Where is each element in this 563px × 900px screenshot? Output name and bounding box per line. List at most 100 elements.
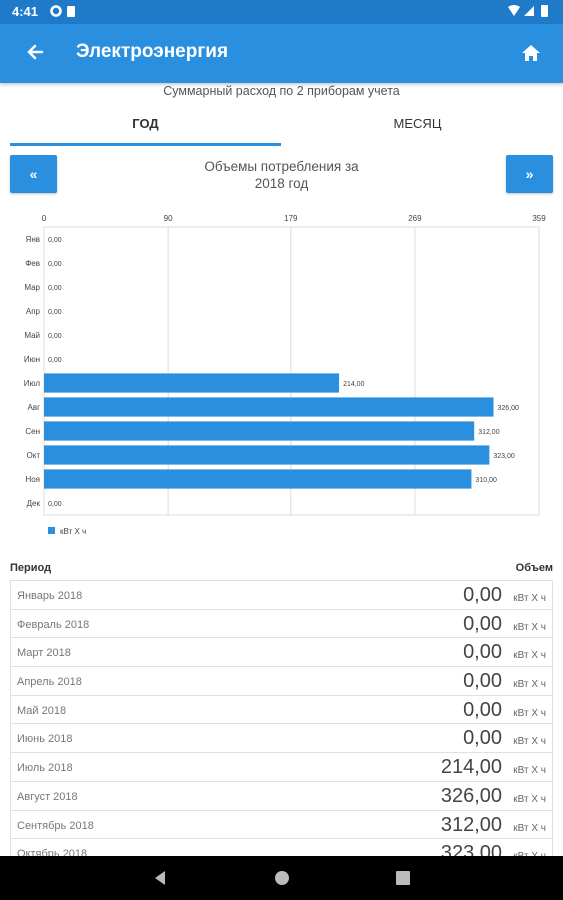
- wifi-signal-battery-icon: [508, 5, 548, 17]
- data-label: 0,00: [48, 237, 62, 244]
- y-tick-label: Дек: [27, 499, 41, 508]
- table-row: Апрель 2018 0,00 кВт Х ч: [10, 667, 553, 696]
- y-tick-label: Фев: [25, 259, 40, 268]
- row-value: 326,00: [440, 784, 502, 807]
- tab-year[interactable]: ГОД: [10, 108, 281, 146]
- legend-label: кВт Х ч: [60, 527, 86, 536]
- settings-and-sim-icon: [50, 5, 75, 17]
- consumption-table: Январь 2018 0,00 кВт Х ч Февраль 2018 0,00 кВ…: [10, 580, 553, 868]
- data-label: 0,00: [48, 357, 62, 364]
- table-row: Январь 2018 0,00 кВт Х ч: [10, 581, 553, 610]
- row-value: 214,00: [440, 756, 502, 779]
- row-period: Январь 2018: [17, 590, 83, 602]
- y-tick-label: Июл: [24, 379, 41, 388]
- data-label: 0,00: [48, 261, 62, 268]
- bar: [44, 421, 475, 441]
- table-row: Июнь 2018 0,00 кВт Х ч: [10, 724, 553, 754]
- row-value: 0,00: [463, 670, 502, 693]
- data-label: 0,00: [48, 501, 62, 508]
- row-unit: кВт Х ч: [513, 593, 546, 604]
- y-tick-label: Июн: [24, 355, 40, 364]
- legend-swatch: [48, 527, 55, 534]
- row-unit: кВт Х ч: [513, 736, 546, 748]
- y-tick-label: Апр: [26, 307, 41, 316]
- row-unit: кВт Х ч: [513, 822, 546, 834]
- home-icon[interactable]: [517, 39, 545, 67]
- row-value: 0,00: [463, 612, 502, 635]
- row-period: Июнь 2018: [17, 733, 73, 746]
- x-tick-label: 359: [532, 214, 546, 223]
- period-tabs: ГОД МЕСЯЦ: [10, 108, 553, 146]
- row-value: 0,00: [463, 727, 502, 750]
- table-row: Май 2018 0,00 кВт Х ч: [10, 695, 553, 725]
- nav-back-icon[interactable]: [150, 868, 170, 888]
- row-period: Июль 2018: [17, 762, 73, 775]
- row-period: Март 2018: [17, 647, 71, 660]
- header-volume: Объем: [515, 562, 553, 574]
- row-period: Август 2018: [17, 790, 78, 803]
- status-bar: 4:41: [0, 0, 563, 24]
- status-system-icons: [507, 4, 551, 21]
- period-title-line2: 2018 год: [254, 176, 309, 191]
- x-tick-label: 90: [164, 214, 173, 223]
- y-tick-label: Сен: [25, 427, 40, 436]
- table-row: Февраль 2018 0,00 кВт Х ч: [10, 609, 553, 639]
- data-label: 0,00: [48, 285, 62, 292]
- app-bar: Электроэнергия: [0, 24, 563, 83]
- tab-month[interactable]: МЕСЯЦ: [393, 116, 442, 131]
- bar: [44, 445, 490, 465]
- row-unit: кВт Х ч: [513, 621, 546, 633]
- row-unit: кВт Х ч: [513, 793, 546, 805]
- page-title: Электроэнергия: [76, 41, 229, 62]
- table-row: Сентябрь 2018 312,00 кВт Х ч: [10, 810, 553, 840]
- table-header: Период Объем: [10, 560, 553, 580]
- row-value: 0,00: [463, 641, 502, 664]
- nav-home-icon[interactable]: [272, 868, 292, 888]
- data-label: 323,00: [493, 453, 515, 460]
- period-title-line1: Объемы потребления за: [204, 159, 359, 174]
- consumption-bar-chart: 0 90 179 269 359 Янв 0,00 Фев 0,00 Мар 0,00 Апр 0,00…: [24, 214, 546, 536]
- data-label: 0,00: [48, 309, 62, 316]
- row-period: Февраль 2018: [17, 618, 90, 631]
- back-arrow-icon[interactable]: [22, 38, 50, 66]
- row-period: Май 2018: [17, 704, 67, 717]
- data-label: 326,00: [497, 405, 519, 412]
- row-value: 312,00: [440, 813, 502, 836]
- y-tick-label: Янв: [26, 235, 40, 244]
- y-tick-label: Авг: [27, 403, 40, 412]
- data-label: 310,00: [475, 477, 497, 484]
- row-unit: кВт Х ч: [513, 765, 546, 777]
- x-tick-label: 0: [42, 214, 47, 223]
- status-notification-icons: [50, 4, 80, 21]
- data-label: 312,00: [478, 429, 500, 436]
- row-value: 0,00: [463, 698, 502, 721]
- row-period: Апрель 2018: [17, 676, 82, 689]
- nav-recents-icon[interactable]: [393, 868, 413, 888]
- subtitle: Суммарный расход по 2 приборам учета: [163, 84, 400, 98]
- header-period: Период: [10, 562, 52, 574]
- bar: [44, 397, 494, 417]
- table-row: Март 2018 0,00 кВт Х ч: [10, 638, 553, 668]
- y-tick-label: Май: [24, 331, 40, 340]
- y-tick-label: Мар: [24, 283, 40, 292]
- x-tick-label: 179: [284, 214, 298, 223]
- x-tick-label: 269: [408, 214, 422, 223]
- period-title: Объемы потребления за 2018 год: [150, 158, 413, 192]
- data-label: 214,00: [343, 381, 365, 388]
- y-tick-label: Окт: [27, 451, 41, 460]
- row-unit: кВт Х ч: [513, 650, 546, 662]
- bar: [44, 469, 472, 489]
- bar: [44, 373, 340, 393]
- data-label: 0,00: [48, 333, 62, 340]
- next-period-button[interactable]: »: [506, 155, 553, 193]
- table-row: Июль 2018 214,00 кВт Х ч: [10, 753, 553, 782]
- y-tick-label: Ноя: [25, 475, 40, 484]
- previous-period-button[interactable]: «: [10, 155, 57, 193]
- row-unit: кВт Х ч: [513, 707, 546, 719]
- table-row: Август 2018 326,00 кВт Х ч: [10, 781, 553, 811]
- row-unit: кВт Х ч: [513, 679, 546, 691]
- row-value: 0,00: [463, 584, 502, 606]
- row-period: Сентябрь 2018: [17, 819, 94, 832]
- status-time: 4:41: [12, 4, 39, 19]
- system-nav-bar: [0, 856, 563, 900]
